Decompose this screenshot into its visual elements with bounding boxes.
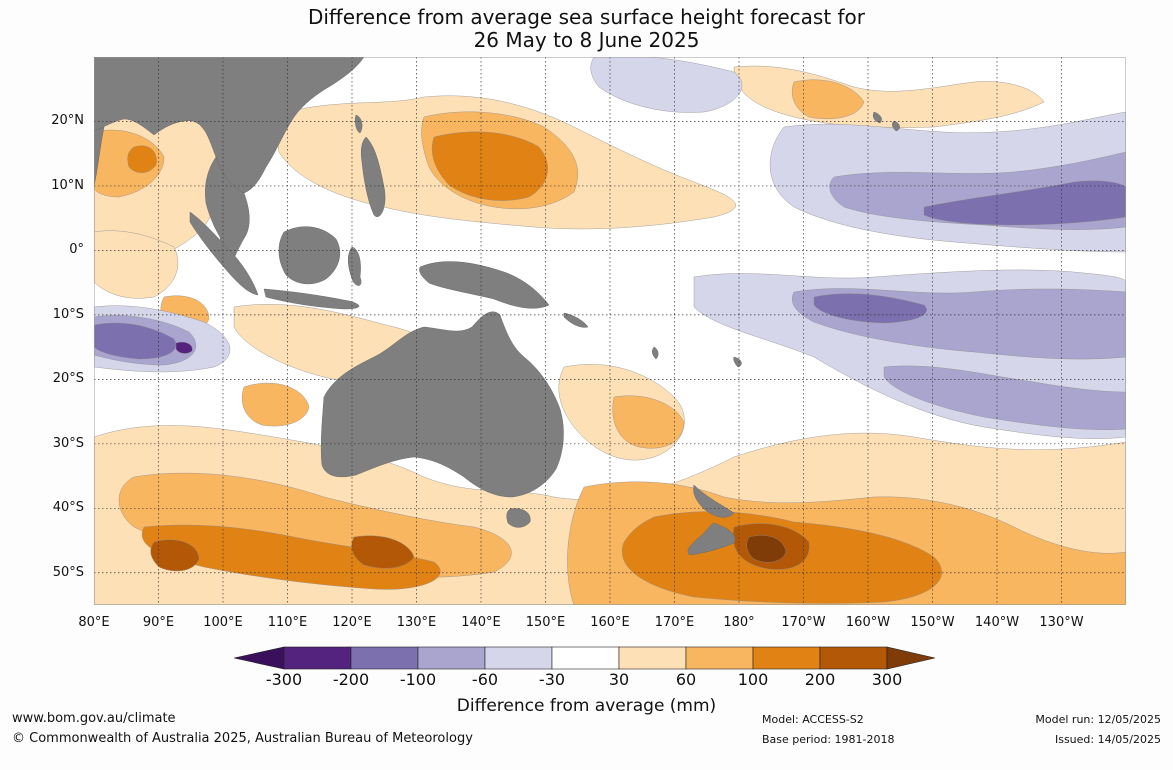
colorbar-tick-label: 60	[675, 670, 697, 689]
vanuatu-fiji	[652, 346, 742, 368]
sulawesi	[348, 246, 362, 286]
sea-surface-height-map	[94, 57, 1126, 605]
lon-label: 170°W	[781, 615, 826, 630]
colorbar-label: Difference from average (mm)	[456, 696, 717, 716]
lon-label: 170°E	[654, 615, 695, 630]
solomon-islands	[563, 312, 589, 328]
anomaly-patch	[923, 180, 1126, 226]
lat-label: 30°S	[52, 435, 84, 451]
new-zealand-north	[693, 484, 735, 518]
lon-label: 100°E	[203, 615, 243, 630]
lon-label: 110°E	[267, 615, 308, 630]
lon-label: 150°W	[910, 615, 955, 630]
anomaly-patch	[94, 230, 179, 299]
australia	[320, 311, 564, 498]
anomaly-patch	[791, 79, 865, 120]
hawaii	[873, 111, 900, 132]
colorbar-segment	[484, 646, 553, 670]
lat-label: 40°S	[52, 500, 84, 516]
map-title-line-2: 26 May to 8 June 2025	[473, 28, 700, 52]
issued-date: Issued: 14/05/2025	[1054, 733, 1161, 746]
lon-label: 120°E	[332, 615, 372, 630]
lon-label: 160°E	[590, 615, 630, 630]
sumatra	[189, 211, 259, 296]
colorbar-tick-label: 300	[871, 670, 903, 689]
colorbar-segment	[819, 646, 888, 670]
india-tip	[94, 126, 105, 188]
map-border	[94, 57, 1126, 605]
lon-label: 150°E	[525, 615, 566, 630]
anomaly-patch	[733, 65, 1045, 128]
lon-label: 80°E	[78, 615, 110, 630]
map-title-line-1: Difference from average sea surface heig…	[307, 5, 866, 29]
lon-label: 130°E	[396, 615, 437, 630]
anomaly-patch	[175, 341, 193, 354]
colorbar-segment	[551, 646, 620, 670]
colorbar-segment	[350, 646, 419, 670]
colorbar-tick-label: 30	[608, 670, 630, 689]
colorbar-tick-label: -100	[399, 670, 437, 689]
colorbar-segment	[685, 646, 754, 670]
lon-label: 180°	[723, 615, 755, 630]
lat-label: 20°N	[51, 113, 84, 129]
colorbar-tick-label: -200	[332, 670, 370, 689]
lat-label: 0°	[69, 242, 84, 258]
lat-label: 10°S	[52, 306, 84, 322]
lon-label: 140°W	[974, 615, 1020, 630]
colorbar-tick-label: -60	[471, 670, 499, 689]
land-masses	[94, 57, 900, 556]
anomaly-patch	[883, 365, 1126, 430]
anomaly-patch	[746, 535, 787, 563]
lon-label: 90°E	[142, 615, 175, 630]
website-link[interactable]: www.bom.gov.au/climate	[12, 711, 176, 726]
colorbar-tick-label: 200	[804, 670, 836, 689]
colorbar-tick-label: 100	[737, 670, 769, 689]
colorbar	[234, 646, 936, 670]
anomaly-patch	[141, 524, 441, 590]
colorbar-min-arrow	[234, 646, 285, 670]
lon-label: 160°W	[845, 615, 891, 630]
lat-label: 10°N	[51, 177, 84, 193]
tasmania	[506, 508, 531, 528]
anomaly-patch	[431, 131, 548, 201]
anomaly-patch	[127, 145, 157, 173]
philippines	[360, 136, 386, 217]
new-guinea	[419, 261, 550, 309]
map-gridlines	[94, 57, 1126, 605]
anomaly-patch	[241, 382, 310, 427]
anomaly-patch	[150, 539, 200, 572]
lon-label: 130°W	[1039, 615, 1084, 630]
colorbar-segment	[618, 646, 687, 670]
anomaly-patch	[94, 322, 177, 360]
lon-label: 140°E	[461, 615, 501, 630]
anomaly-patch	[612, 395, 685, 449]
anomaly-patch	[813, 293, 927, 324]
copyright-text: © Commonwealth of Australia 2025, Austra…	[12, 731, 473, 746]
anomaly-patch	[590, 57, 743, 113]
colorbar-max-arrow	[886, 646, 936, 670]
colorbar-tick-label: -300	[265, 670, 303, 689]
colorbar-segment	[752, 646, 821, 670]
borneo	[278, 226, 341, 285]
new-zealand-south	[687, 522, 736, 556]
base-period: Base period: 1981-2018	[762, 733, 895, 746]
model-run-date: Model run: 12/05/2025	[1035, 713, 1161, 726]
colorbar-segment	[417, 646, 486, 670]
lat-label: 50°S	[52, 564, 84, 580]
model-name: Model: ACCESS-S2	[762, 713, 864, 726]
anomaly-patch	[351, 535, 415, 569]
anomaly-field	[94, 57, 1126, 605]
colorbar-tick-label: -30	[538, 670, 566, 689]
lat-label: 20°S	[52, 371, 84, 387]
colorbar-segment	[283, 646, 352, 670]
